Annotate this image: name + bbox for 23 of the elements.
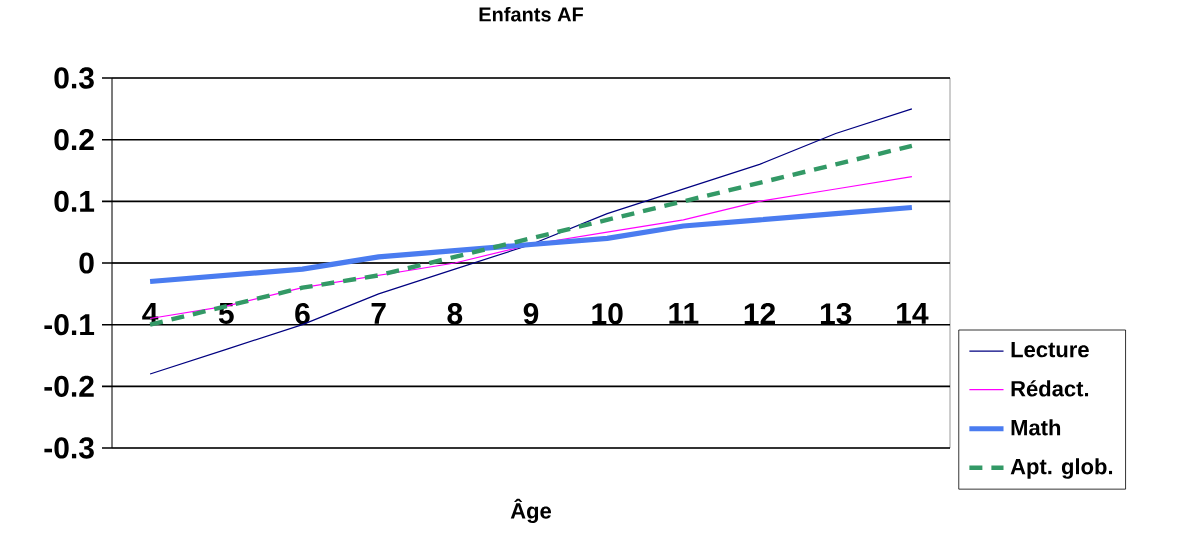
x-tick-label: 8 (447, 303, 463, 325)
legend-label: Rédact. (1011, 380, 1089, 397)
y-tick-label: 0.1 (54, 190, 95, 212)
y-tick-label: 0 (79, 252, 94, 274)
x-tick-label: 14 (897, 303, 929, 324)
x-tick-label: 7 (371, 303, 386, 324)
y-tick-label: -0.1 (44, 314, 95, 336)
x-tick-label: 4 (142, 303, 159, 324)
x-tick-label: 6 (295, 303, 310, 325)
x-tick-label: 12 (744, 303, 775, 325)
x-axis-title: Âge (510, 498, 552, 524)
x-tick-label: 9 (523, 303, 539, 325)
x-tick-label: 10 (592, 303, 623, 325)
chart-title: Enfants AF (479, 6, 584, 22)
y-tick-label: -0.3 (44, 437, 94, 459)
legend-label: Lecture (1011, 342, 1089, 358)
y-tick-label: -0.2 (44, 375, 94, 397)
legend-label: Apt. glob. (1010, 458, 1113, 479)
legend-label: Math (1011, 419, 1061, 436)
x-tick-label: 13 (820, 303, 852, 325)
y-tick-label: 0.3 (54, 67, 94, 89)
y-tick-label: 0.2 (54, 129, 94, 151)
x-tick-label: 11 (669, 303, 699, 324)
